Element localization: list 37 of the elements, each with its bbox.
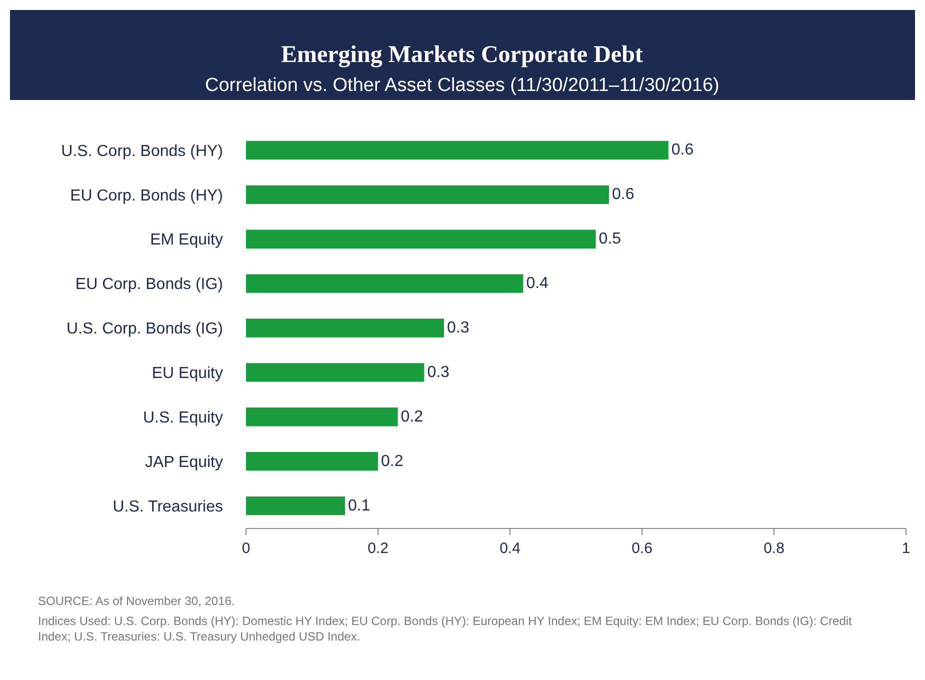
data-label: 0.1 <box>348 497 370 514</box>
data-label: 0.3 <box>427 364 450 381</box>
data-label: 0.2 <box>381 452 404 470</box>
x-tick-label: 0.4 <box>500 540 520 557</box>
bar <box>246 363 424 382</box>
data-label: 0.6 <box>671 142 694 159</box>
x-tick-label: 0.2 <box>368 540 388 557</box>
data-label: 0.3 <box>447 320 470 336</box>
data-label: 0.2 <box>400 408 424 426</box>
y-tick-label: U.S. Corp. Bonds (HY) <box>61 142 223 160</box>
y-tick-label: EM Equity <box>150 232 223 249</box>
chart-title: Emerging Markets Corporate Debt <box>281 42 643 68</box>
y-tick-label: U.S. Corp. Bonds (IG) <box>66 320 223 338</box>
y-tick-label: JAP Equity <box>145 454 223 471</box>
data-label: 0.5 <box>598 230 622 248</box>
x-tick-label: 0.6 <box>632 540 652 557</box>
bar <box>246 185 609 204</box>
bar <box>246 230 596 248</box>
bar <box>246 274 524 293</box>
bar <box>246 496 345 516</box>
y-tick-label: EU Corp. Bonds (IG) <box>75 276 223 294</box>
source-note: SOURCE: As of November 30, 2016. <box>38 594 235 608</box>
y-tick-label: U.S. Treasuries <box>112 498 223 516</box>
y-tick-label: U.S. Equity <box>142 409 223 426</box>
bar <box>246 140 668 160</box>
bar <box>246 452 378 471</box>
x-tick-label: 0.8 <box>764 540 784 557</box>
y-tick-label: EU Corp. Bonds (HY) <box>70 187 223 204</box>
y-tick-label: EU Equity <box>152 365 223 382</box>
chart-subtitle: Correlation vs. Other Asset Classes (11/30/2011–11/30/2016) <box>205 75 720 96</box>
x-tick-label: 0 <box>242 540 250 557</box>
data-label: 0.4 <box>526 275 549 292</box>
x-tick-label: 1 <box>902 540 910 557</box>
data-label: 0.6 <box>612 186 634 204</box>
bar <box>246 318 444 338</box>
text: Indices Used: U.S. Corp. Bonds (HY): Domestic HY Index; EU Corp. Bonds (HY): European HY Index; EM Equity: EM Index; EU Corp. Bonds (IG): Credit Index; U.S. Treasuries: U.S. Treasury Unhedged USD Index. <box>38 614 853 644</box>
bar <box>246 408 398 426</box>
